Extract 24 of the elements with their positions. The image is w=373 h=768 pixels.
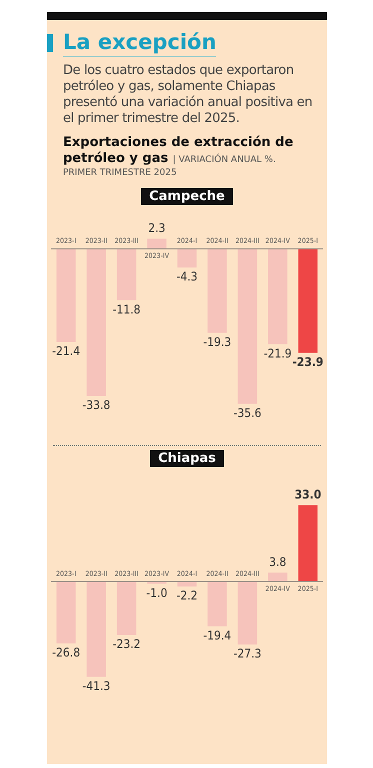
data-label: -21.4 xyxy=(52,344,80,358)
text: PRIMER TRIMESTRE 2025 xyxy=(63,168,178,178)
data-label: 2.3 xyxy=(148,220,166,235)
data-label: -2.2 xyxy=(176,588,198,603)
chart-title: Campeche xyxy=(141,188,233,205)
data-label: -23.9 xyxy=(292,355,324,369)
data-label: 33.0 xyxy=(294,487,322,502)
data-label: -41.3 xyxy=(82,679,110,694)
data-label: -1.0 xyxy=(146,586,168,600)
data-label: -33.8 xyxy=(82,398,110,412)
text: La excepción xyxy=(63,30,216,57)
data-label: -21.9 xyxy=(264,346,292,360)
data-label: 3.8 xyxy=(269,554,286,569)
data-label: -19.4 xyxy=(203,628,232,642)
data-label: -35.6 xyxy=(233,406,262,420)
chart-title: Chiapas xyxy=(150,450,224,467)
data-label: -4.3 xyxy=(176,270,198,284)
data-label: -23.2 xyxy=(112,637,141,652)
data-label: -26.8 xyxy=(52,646,80,660)
data-label: -27.3 xyxy=(233,646,262,661)
data-label: -11.8 xyxy=(112,302,141,316)
data-label: -19.3 xyxy=(203,334,232,349)
text: De los cuatro estados que exportaron petróleo y gas, solamente Chiapas presentó una variación anual positiva en el primer trimestre del 2025. xyxy=(63,63,314,127)
text: | VARIACIÓN ANUAL %. xyxy=(172,155,276,165)
